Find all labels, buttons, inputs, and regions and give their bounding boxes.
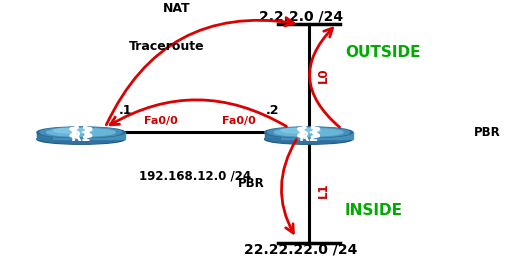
Text: NAT: NAT [163,2,190,15]
Ellipse shape [47,128,115,136]
Ellipse shape [40,135,121,143]
Ellipse shape [37,134,125,144]
Ellipse shape [265,127,353,138]
Text: Fa0/0: Fa0/0 [144,116,178,126]
Ellipse shape [268,135,349,143]
Text: OUTSIDE: OUTSIDE [345,45,420,60]
Ellipse shape [265,134,353,144]
Text: 2.2.2.0 /24: 2.2.2.0 /24 [259,9,343,23]
Text: .1: .1 [119,104,133,117]
Polygon shape [265,132,280,139]
Text: R1: R1 [71,130,91,144]
Polygon shape [37,132,52,139]
Text: L1: L1 [317,183,330,198]
FancyArrowPatch shape [310,28,339,127]
FancyArrowPatch shape [106,18,294,125]
Ellipse shape [53,128,93,133]
Text: R2: R2 [298,130,319,144]
Text: Traceroute: Traceroute [129,40,204,53]
Text: PBR: PBR [474,126,501,139]
Text: 192.168.12.0 /24: 192.168.12.0 /24 [139,170,251,183]
Polygon shape [265,132,353,139]
Text: INSIDE: INSIDE [345,203,403,218]
Text: Fa0/0: Fa0/0 [222,116,256,126]
Text: PBR: PBR [238,177,265,190]
Text: 22.22.22.0 /24: 22.22.22.0 /24 [244,243,358,257]
FancyArrowPatch shape [281,140,296,233]
FancyArrowPatch shape [110,100,286,126]
Ellipse shape [37,127,125,138]
Ellipse shape [40,127,122,137]
Ellipse shape [281,128,321,133]
Ellipse shape [268,127,350,137]
Polygon shape [37,132,125,139]
Text: .2: .2 [266,104,279,117]
Ellipse shape [275,128,343,136]
Text: L0: L0 [317,68,330,83]
